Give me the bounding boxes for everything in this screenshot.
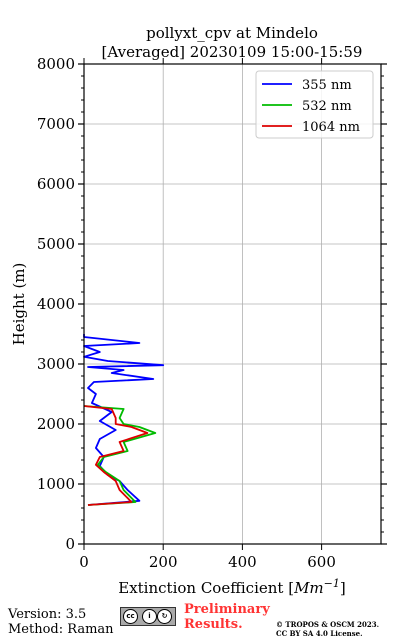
y-axis-label: Height (m) <box>10 263 28 346</box>
legend-label: 355 nm <box>302 78 352 93</box>
y-tick-label: 4000 <box>37 295 75 313</box>
legend: 355 nm 532 nm 1064 nm <box>255 70 374 139</box>
series-line-1064-nm <box>83 405 149 506</box>
x-tick-label: 400 <box>228 553 257 571</box>
series-line-532-nm <box>83 405 157 506</box>
sa-icon: ↻ <box>157 609 172 624</box>
legend-box <box>255 70 374 139</box>
y-tick-label: 2000 <box>37 415 75 433</box>
chart-title: pollyxt_cpv at Mindelo <box>146 24 318 42</box>
legend-label: 1064 nm <box>302 120 360 135</box>
axis-ticks: 0 200 400 600010002000300040005000600070008… <box>37 55 387 571</box>
preliminary-notice: Preliminary Results. <box>184 602 270 632</box>
version-text: Version: 3.5 <box>8 607 87 622</box>
x-tick-label: 200 <box>149 553 178 571</box>
cc-license-badge: cc i ↻ <box>120 607 176 626</box>
series-line-355-nm <box>83 334 165 506</box>
x-tick-label: 0 <box>79 553 89 571</box>
y-tick-label: 1000 <box>37 475 75 493</box>
copyright-notice: © TROPOS & OSCM 2023. CC BY SA 4.0 Licens… <box>276 620 380 638</box>
y-tick-label: 7000 <box>37 115 75 133</box>
y-tick-label: 6000 <box>37 175 75 193</box>
y-tick-label: 5000 <box>37 235 75 253</box>
y-tick-label: 3000 <box>37 355 75 373</box>
chart-subtitle: [Averaged] 20230109 15:00-15:59 <box>102 43 363 61</box>
legend-label: 532 nm <box>302 99 352 114</box>
extinction-profile-chart: 0 200 400 600010002000300040005000600070008… <box>10 24 387 597</box>
y-tick-label: 0 <box>65 535 75 553</box>
x-axis-unit: Mm <box>293 579 324 597</box>
x-axis-unit-exponent: −1 <box>324 577 340 590</box>
x-tick-label: 600 <box>307 553 336 571</box>
x-axis-label: Extinction Coefficient [Mm−1] <box>118 577 345 597</box>
series-layer <box>83 334 165 506</box>
method-text: Method: Raman <box>8 622 114 637</box>
cc-icon: cc <box>123 609 138 624</box>
y-tick-label: 8000 <box>37 55 75 73</box>
by-icon: i <box>142 609 157 624</box>
